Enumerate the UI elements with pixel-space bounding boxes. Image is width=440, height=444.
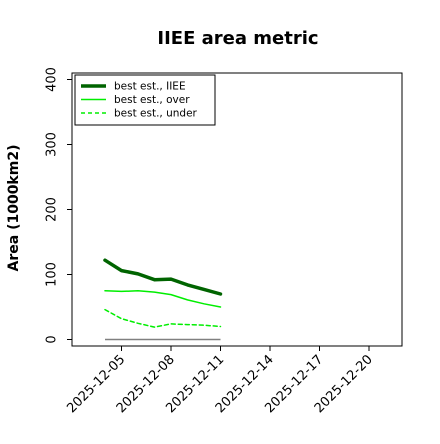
y-tick-label: 0 [45,335,60,343]
legend-label-0: best est., IIEE [114,81,186,93]
chart-title: IIEE area metric [157,28,318,49]
y-tick-label: 200 [45,197,60,222]
series-line-1 [104,290,222,308]
x-axis: 2025-12-052025-12-082025-12-112025-12-14… [64,346,376,416]
y-axis-label: Area (1000km2) [6,145,22,272]
y-axis: 0 100 200 300 400 [45,67,72,344]
y-tick-label: 400 [45,67,60,92]
legend-label-2: best est., under [114,108,198,120]
y-tick-label: 100 [45,262,60,287]
series-line-2 [104,308,222,328]
series-layer [103,258,223,328]
y-tick-label: 300 [45,132,60,157]
series-line-0 [103,258,223,296]
legend-label-1: best est., over [114,94,190,106]
